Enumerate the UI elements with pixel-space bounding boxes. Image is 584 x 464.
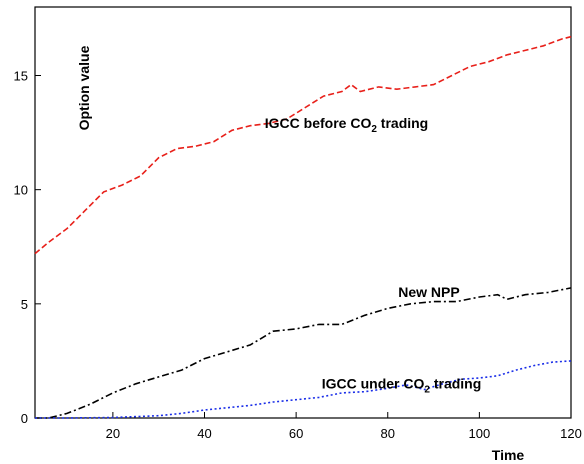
x-tick-label: 20: [106, 426, 120, 441]
x-tick-label: 60: [289, 426, 303, 441]
series-label-suffix: trading: [377, 115, 428, 131]
plot-frame: [34, 6, 572, 419]
series-line-0: [34, 35, 572, 255]
series-label-subscript: 2: [371, 124, 377, 135]
x-tick-label: 40: [197, 426, 211, 441]
series-label-2: IGCC under CO2 trading: [322, 375, 482, 395]
x-tick-label: 100: [469, 426, 491, 441]
series-line-2: [35, 360, 572, 419]
series-layer: [34, 35, 572, 419]
series-label-subscript: 2: [424, 384, 430, 395]
series-label-text: New NPP: [398, 284, 459, 300]
series-label-0: IGCC before CO2 trading: [265, 115, 428, 135]
y-tick-label: 5: [21, 297, 28, 312]
x-tick-label: 120: [560, 426, 582, 441]
y-tick-label: 10: [14, 183, 28, 198]
series-line-1: [35, 287, 572, 419]
series-label-1: New NPP: [398, 284, 459, 300]
series-label-text: IGCC before CO: [265, 115, 372, 131]
series-label-text: IGCC under CO: [322, 375, 425, 391]
x-axis-title: Time: [492, 447, 525, 463]
x-tick-label: 80: [381, 426, 395, 441]
y-axis-title: Option value: [76, 45, 92, 130]
axis-ticks: 20 40 60 80 100 120 0 5 10 15: [14, 69, 582, 442]
series-label-suffix: trading: [430, 375, 481, 391]
y-tick-label: 15: [14, 69, 28, 84]
y-tick-label: 0: [21, 411, 28, 426]
